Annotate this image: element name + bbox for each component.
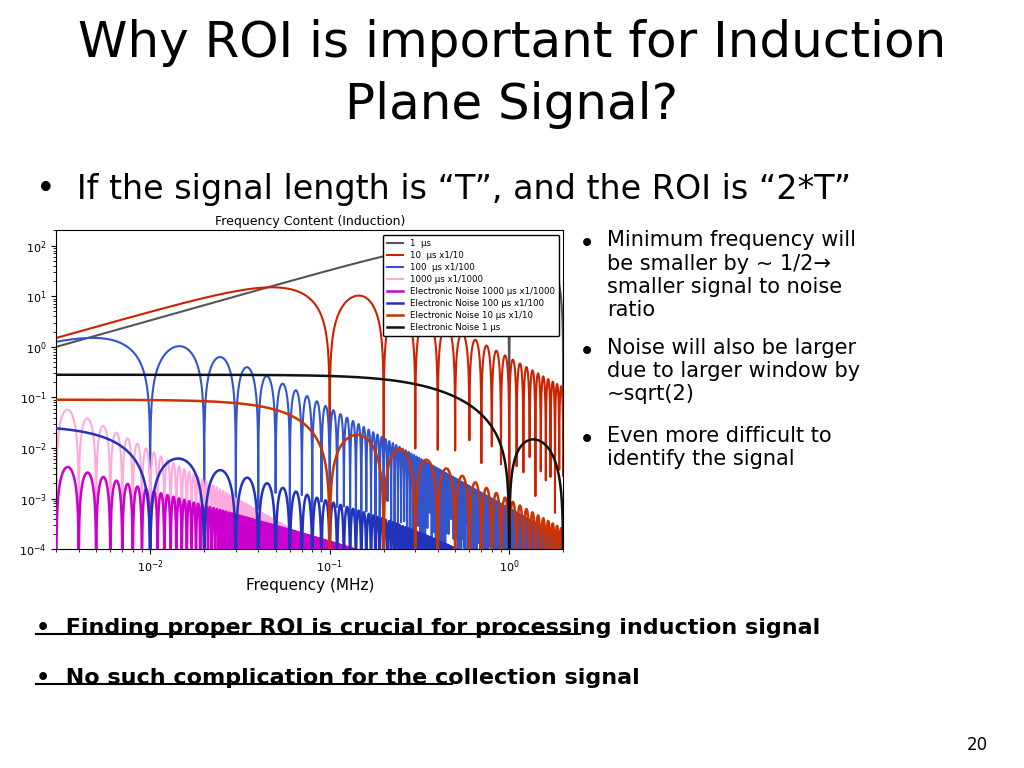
Text: •: • (579, 426, 595, 454)
Text: •: • (579, 338, 595, 366)
Text: •  No such complication for the collection signal: • No such complication for the collectio… (36, 668, 640, 688)
Text: 20: 20 (967, 737, 988, 754)
Text: Why ROI is important for Induction: Why ROI is important for Induction (78, 19, 946, 68)
Text: Plane Signal?: Plane Signal? (345, 81, 679, 128)
X-axis label: Frequency (MHz): Frequency (MHz) (246, 578, 374, 593)
Text: •  Finding proper ROI is crucial for processing induction signal: • Finding proper ROI is crucial for proc… (36, 618, 820, 638)
Text: Minimum frequency will
be smaller by ~ 1/2→
smaller signal to noise
ratio: Minimum frequency will be smaller by ~ 1… (607, 230, 856, 320)
Text: Noise will also be larger
due to larger window by
~sqrt(2): Noise will also be larger due to larger … (607, 338, 860, 404)
Text: •  If the signal length is “T”, and the ROI is “2*T”: • If the signal length is “T”, and the R… (36, 173, 851, 206)
Text: Even more difficult to
identify the signal: Even more difficult to identify the sign… (607, 426, 831, 469)
Legend: 1  μs, 10  μs x1/10, 100  μs x1/100, 1000 μs x1/1000, Electronic Noise 1000 μs x: 1 μs, 10 μs x1/10, 100 μs x1/100, 1000 μ… (383, 235, 559, 336)
Text: •: • (579, 230, 595, 258)
Title: Frequency Content (Induction): Frequency Content (Induction) (215, 215, 404, 228)
